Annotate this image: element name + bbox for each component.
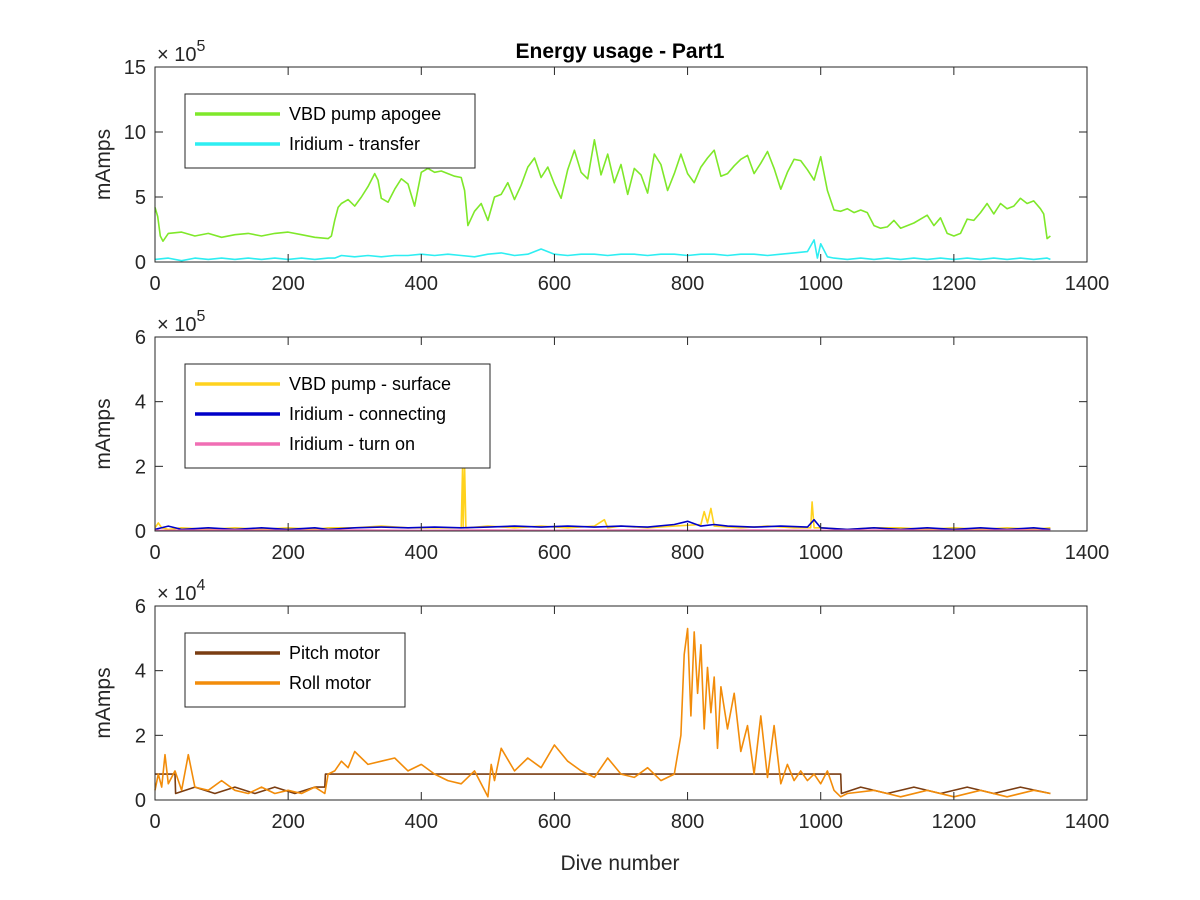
y-tick-label-middle: 6	[135, 327, 146, 349]
x-tick-label-top: 1200	[932, 273, 977, 295]
x-tick-label-bottom: 600	[538, 811, 571, 833]
axes-box-top	[154, 66, 1088, 263]
x-tick-label-top: 400	[405, 273, 438, 295]
legend-box-bottom	[184, 632, 406, 708]
x-tick-label-top: 800	[671, 273, 704, 295]
y-tick-label-top: 0	[135, 252, 146, 274]
x-tick-label-bottom: 200	[271, 811, 304, 833]
x-tick-label-bottom: 1400	[1065, 811, 1110, 833]
legend-label-middle-2: Iridium - connecting	[289, 404, 446, 424]
y-axis-label-top: mAmps	[92, 129, 115, 200]
y-exponent-power-top: 5	[196, 38, 205, 55]
axes-box-bottom	[154, 605, 1088, 801]
x-tick-label-middle: 1200	[932, 542, 977, 564]
y-exponent-power-middle: 5	[196, 308, 205, 325]
series-line-top-1	[154, 139, 1051, 242]
legend-label-middle-1: VBD pump - surface	[289, 374, 451, 394]
y-tick-label-top: 15	[124, 57, 146, 79]
x-tick-label-middle: 1400	[1065, 542, 1110, 564]
legend-label-middle-3: Iridium - turn on	[289, 434, 415, 454]
series-line-bottom-2	[154, 627, 1051, 798]
x-tick-label-middle: 200	[271, 542, 304, 564]
series-line-top-2	[154, 239, 1051, 262]
x-tick-label-middle: 0	[149, 542, 160, 564]
legend-box-top	[184, 93, 476, 169]
y-axis-label-bottom: mAmps	[92, 667, 115, 738]
x-tick-label-top: 1000	[798, 273, 843, 295]
legend-label-top-2: Iridium - transfer	[289, 134, 420, 154]
legend-label-top-1: VBD pump apogee	[289, 104, 441, 124]
legend-label-bottom-1: Pitch motor	[289, 643, 380, 663]
chart-title: Energy usage - Part1	[516, 40, 725, 63]
legend-label-bottom-2: Roll motor	[289, 673, 371, 693]
x-axis-label: Dive number	[560, 852, 679, 875]
y-axis-label-middle: mAmps	[92, 398, 115, 469]
x-tick-label-top: 200	[271, 273, 304, 295]
x-tick-label-top: 1400	[1065, 273, 1110, 295]
x-tick-label-middle: 1000	[798, 542, 843, 564]
legend-box-middle	[184, 363, 491, 469]
y-tick-label-bottom: 2	[135, 725, 146, 747]
y-tick-label-middle: 2	[135, 456, 146, 478]
x-tick-label-middle: 600	[538, 542, 571, 564]
x-tick-label-bottom: 0	[149, 811, 160, 833]
y-tick-label-middle: 0	[135, 521, 146, 543]
x-tick-label-bottom: 1200	[932, 811, 977, 833]
x-tick-label-bottom: 400	[405, 811, 438, 833]
x-tick-label-middle: 400	[405, 542, 438, 564]
x-tick-label-top: 600	[538, 273, 571, 295]
y-tick-label-bottom: 6	[135, 596, 146, 618]
axes-box-middle	[154, 336, 1088, 532]
y-exponent-power-bottom: 4	[196, 577, 205, 594]
y-tick-label-top: 5	[135, 187, 146, 209]
y-tick-label-top: 10	[124, 122, 146, 144]
y-tick-label-middle: 4	[135, 392, 146, 414]
x-tick-label-top: 0	[149, 273, 160, 295]
x-tick-label-bottom: 1000	[798, 811, 843, 833]
x-tick-label-middle: 800	[671, 542, 704, 564]
y-tick-label-bottom: 4	[135, 661, 146, 683]
x-tick-label-bottom: 800	[671, 811, 704, 833]
series-line-middle-2	[154, 518, 1051, 531]
y-tick-label-bottom: 0	[135, 790, 146, 812]
